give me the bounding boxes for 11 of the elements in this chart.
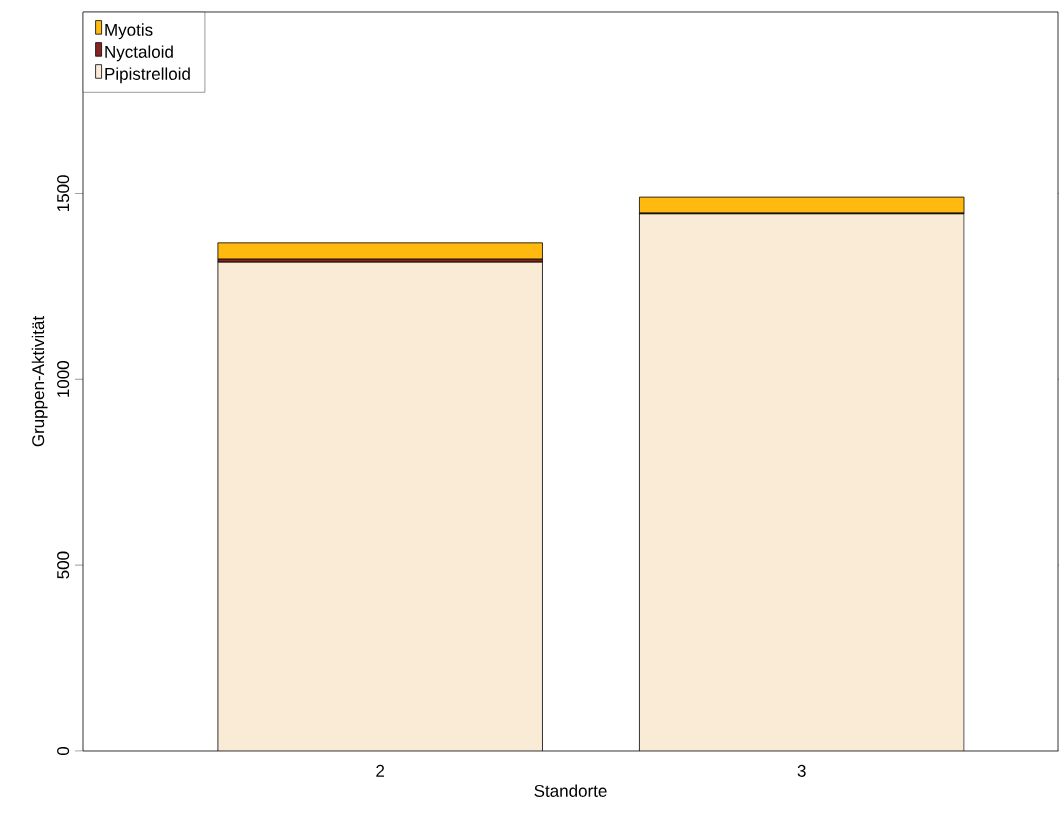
legend-label: Myotis — [105, 23, 153, 40]
y-tick-label: 1000 — [57, 361, 70, 397]
x-axis-title: Standorte — [534, 784, 607, 797]
x-tick-label: 3 — [797, 764, 806, 777]
legend-label: Nyctaloid — [105, 45, 173, 62]
legend-label: Pipistrelloid — [105, 67, 190, 84]
y-tick-label: 500 — [57, 551, 70, 579]
x-tick-label: 2 — [376, 764, 385, 777]
y-tick-label: 1500 — [57, 175, 70, 211]
y-tick-label: 0 — [57, 746, 70, 756]
y-axis-title: Gruppen-Aktivität — [31, 315, 48, 447]
